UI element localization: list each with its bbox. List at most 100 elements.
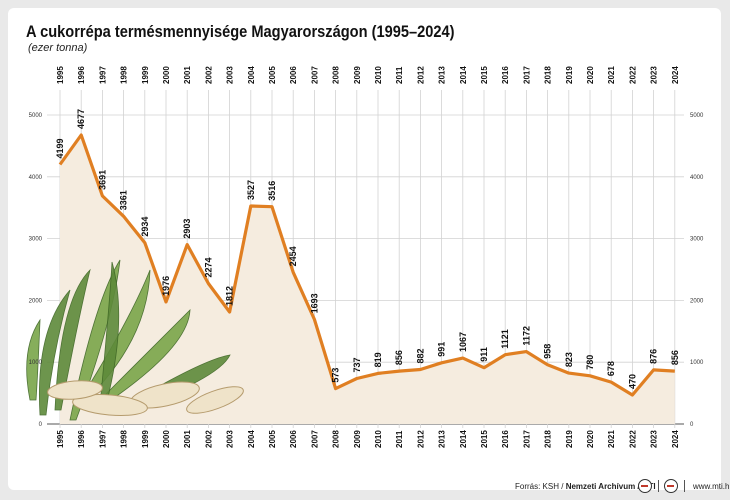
data-label: 3516 [267,181,277,201]
y-tick-label: 5000 [29,113,43,119]
source-prefix: Forrás: KSH / [515,482,566,491]
data-label: 2454 [288,246,298,266]
x-tick-label: 2014 [459,66,468,84]
x-tick-label: 2008 [332,430,341,448]
x-tick-label: 2013 [438,66,447,84]
x-tick-label: 2017 [522,66,531,84]
x-tick-label: 2008 [332,66,341,84]
x-tick-label: 2001 [183,430,192,448]
data-label: 3361 [119,190,129,210]
x-tick-label: 2012 [416,430,425,448]
y-tick-label: 3000 [29,237,43,243]
x-tick-label: 1995 [56,66,65,84]
data-label: 882 [415,348,425,363]
x-tick-label: 2010 [374,66,383,84]
x-tick-label: 1997 [98,430,107,448]
beet-leaf [26,318,41,401]
footer: Forrás: KSH / Nemzeti Archívum / MTI www… [0,476,730,498]
x-tick-label: 1996 [77,430,86,448]
data-label: 1812 [225,286,235,306]
x-tick-label: 2004 [247,430,256,448]
beet-leaf [54,268,91,411]
x-tick-label: 2022 [628,430,637,448]
data-label: 678 [606,361,616,376]
data-label: 2934 [140,217,150,237]
data-label: 4199 [55,138,65,158]
data-label: 991 [437,342,447,357]
x-tick-label: 2000 [162,66,171,84]
chart-subtitle: (ezer tonna) [28,42,88,54]
x-tick-label: 2020 [586,430,595,448]
x-tick-label: 2010 [374,430,383,448]
y-tick-label: 0 [690,422,694,428]
data-label: 2903 [182,219,192,239]
x-tick-label: 2023 [650,430,659,448]
beet-root [47,380,103,400]
x-tick-label: 2006 [289,66,298,84]
data-label: 4677 [76,109,86,129]
data-label: 856 [670,350,680,365]
x-tick-label: 2018 [544,430,553,448]
x-tick-label: 2006 [289,430,298,448]
data-label: 1976 [161,276,171,296]
x-tick-label: 1998 [120,430,129,448]
archive-logo-icon [664,479,678,493]
y-tick-label: 0 [39,422,43,428]
x-tick-label: 2011 [395,66,404,84]
separator [658,480,659,492]
data-label: 1067 [458,332,468,352]
x-tick-label: 2016 [501,66,510,84]
x-tick-label: 2001 [183,66,192,84]
x-tick-label: 2014 [459,430,468,448]
x-tick-label: 2016 [501,430,510,448]
series-line [58,133,675,397]
x-tick-label: 2015 [480,66,489,84]
data-label: 823 [564,352,574,367]
beet-leaf [69,259,121,421]
x-tick-label: 2005 [268,66,277,84]
y-tick-label: 2000 [29,298,43,304]
separator [684,480,685,492]
x-tick-label: 2017 [522,430,531,448]
data-label: 737 [352,357,362,372]
beet-root [186,386,244,414]
data-label: 3527 [246,180,256,200]
x-tick-label: 2024 [671,66,680,84]
data-label: 2274 [203,257,213,277]
data-label: 573 [331,368,341,383]
x-tick-label: 2009 [353,430,362,448]
x-tick-label: 2004 [247,66,256,84]
x-tick-label: 2007 [310,430,319,448]
x-tick-label: 2021 [607,430,616,448]
data-label: 876 [649,349,659,364]
y-tick-label: 4000 [690,175,704,181]
x-tick-label: 2024 [671,430,680,448]
x-tick-label: 1995 [56,430,65,448]
x-tick-label: 1996 [77,66,86,84]
x-tick-label: 2002 [204,66,213,84]
data-label: 819 [373,352,383,367]
x-tick-label: 1998 [120,66,129,84]
chart-title: A cukorrépa termésmennyisége Magyarorszá… [26,22,455,41]
y-tick-label: 2000 [690,298,704,304]
area-fill [60,135,675,424]
x-tick-label: 2020 [586,66,595,84]
x-tick-label: 2003 [226,430,235,448]
sugar-beet-illustration [26,259,244,421]
data-label: 958 [543,344,553,359]
y-tick-label: 1000 [29,360,43,366]
y-tick-labels: 0 0 1000 1000 2000 2000 3000 3000 4000 4000 5000 50… [29,113,704,428]
beet-leaf [39,289,71,416]
y-tick-label: 4000 [29,175,43,181]
x-tick-label: 2015 [480,430,489,448]
x-tick-label: 2021 [607,66,616,84]
data-label: 1693 [309,293,319,313]
beet-root [72,394,148,416]
x-tick-label: 1997 [98,66,107,84]
data-label: 856 [394,350,404,365]
x-tick-label: 2019 [565,430,574,448]
x-tick-labels: 1995 1995 1996 1996 1997 1997 1998 1998 1999 1999… [56,66,680,448]
x-tick-label: 2018 [544,66,553,84]
data-label: 470 [627,374,637,389]
source-text: Forrás: KSH / Nemzeti Archívum / MTI [515,482,656,491]
